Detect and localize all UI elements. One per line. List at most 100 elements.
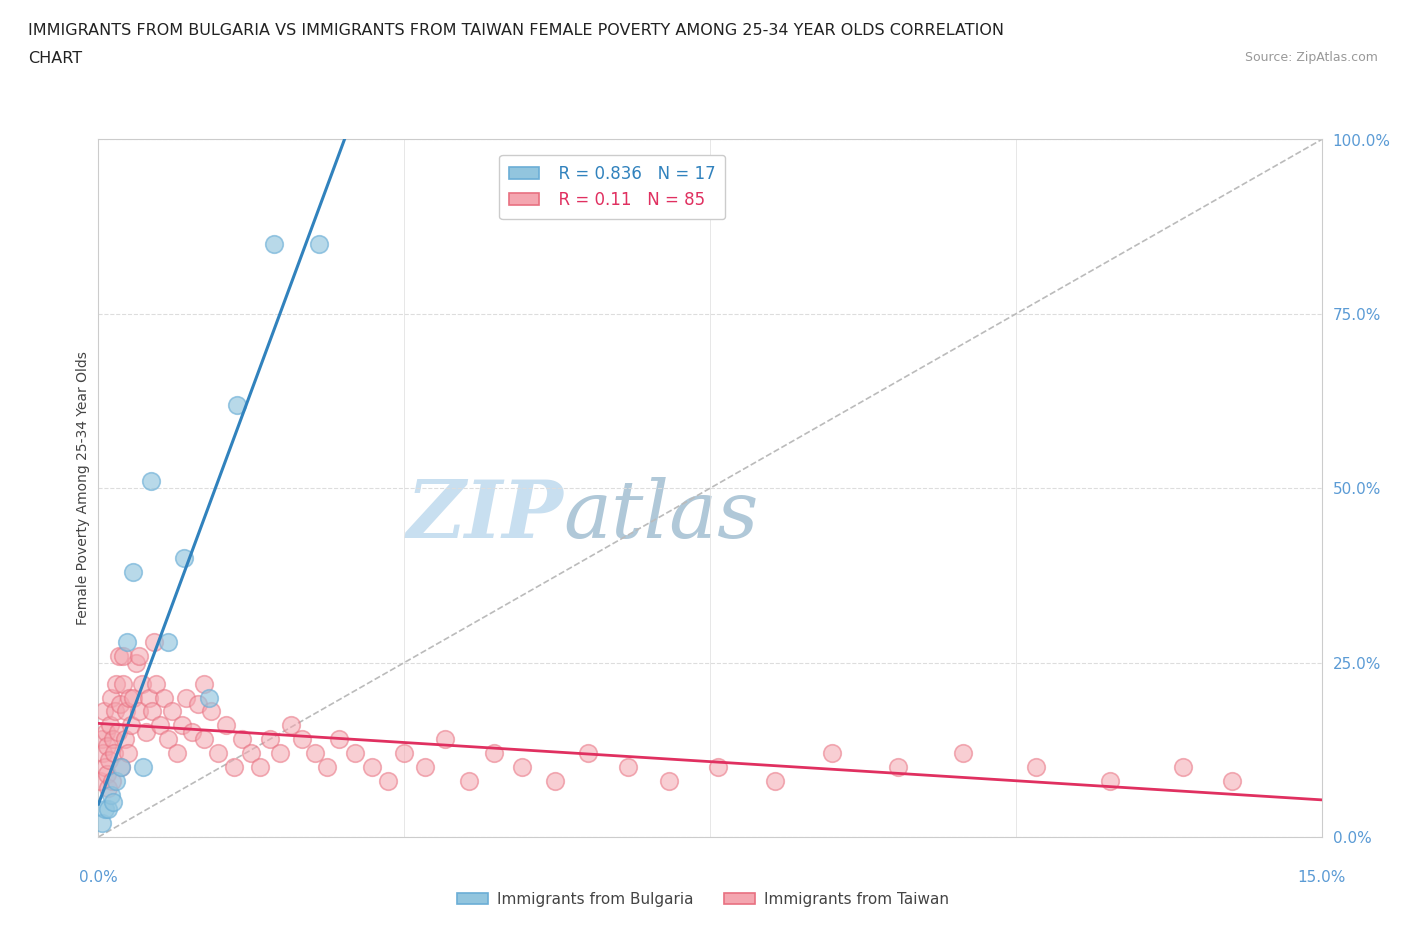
Point <box>135 725 157 740</box>
Text: Source: ZipAtlas.com: Source: ZipAtlas.com <box>1244 51 1378 64</box>
Point <box>142 634 165 649</box>
Point <box>315 760 337 775</box>
Point <box>101 774 124 789</box>
Point <box>707 760 730 775</box>
Point <box>108 648 131 663</box>
Point <box>617 760 640 775</box>
Point <box>110 760 132 775</box>
Point <box>280 718 302 733</box>
Point <box>122 690 145 705</box>
Point <box>118 690 141 705</box>
Point <box>886 760 908 775</box>
Point <box>259 732 281 747</box>
Text: ZIP: ZIP <box>406 477 564 555</box>
Point <box>100 788 122 803</box>
Point <box>110 760 132 775</box>
Point <box>94 725 117 740</box>
Point <box>304 746 326 761</box>
Point <box>111 648 134 663</box>
Point <box>176 690 198 705</box>
Y-axis label: Female Poverty Among 25-34 Year Olds: Female Poverty Among 25-34 Year Olds <box>76 352 90 625</box>
Text: IMMIGRANTS FROM BULGARIA VS IMMIGRANTS FROM TAIWAN FEMALE POVERTY AMONG 25-34 YE: IMMIGRANTS FROM BULGARIA VS IMMIGRANTS F… <box>28 23 1004 38</box>
Point <box>458 774 481 789</box>
Point <box>94 802 117 817</box>
Point <box>207 746 229 761</box>
Point <box>1025 760 1047 775</box>
Point <box>138 690 160 705</box>
Point <box>114 732 136 747</box>
Point <box>91 816 114 830</box>
Text: 15.0%: 15.0% <box>1298 870 1346 884</box>
Point <box>482 746 505 761</box>
Point <box>344 746 367 761</box>
Point <box>98 753 121 768</box>
Text: atlas: atlas <box>564 477 759 555</box>
Point <box>131 676 153 691</box>
Point <box>115 634 138 649</box>
Point <box>89 774 111 789</box>
Point <box>117 746 139 761</box>
Point <box>97 781 120 796</box>
Point <box>1220 774 1243 789</box>
Point <box>170 718 193 733</box>
Point <box>263 237 285 252</box>
Point <box>200 704 222 719</box>
Point <box>128 648 150 663</box>
Point <box>120 718 142 733</box>
Point <box>104 704 127 719</box>
Point <box>141 474 163 489</box>
Point <box>1098 774 1121 789</box>
Point <box>433 732 456 747</box>
Point <box>222 760 245 775</box>
Point <box>96 738 118 753</box>
Point <box>156 732 179 747</box>
Point <box>328 732 350 747</box>
Point <box>100 690 122 705</box>
Point <box>239 746 262 761</box>
Point <box>125 655 148 670</box>
Point <box>145 676 167 691</box>
Point <box>269 746 291 761</box>
Legend: Immigrants from Bulgaria, Immigrants from Taiwan: Immigrants from Bulgaria, Immigrants fro… <box>451 886 955 913</box>
Point <box>360 760 382 775</box>
Point <box>512 760 534 775</box>
Point <box>156 634 179 649</box>
Point <box>93 704 115 719</box>
Point <box>952 746 974 761</box>
Point <box>214 718 236 733</box>
Point <box>197 690 219 705</box>
Point <box>226 397 249 412</box>
Text: CHART: CHART <box>28 51 82 66</box>
Point <box>763 774 786 789</box>
Point <box>291 732 314 747</box>
Point <box>377 774 399 789</box>
Legend:   R = 0.836   N = 17,   R = 0.11   N = 85: R = 0.836 N = 17, R = 0.11 N = 85 <box>499 154 725 219</box>
Point <box>173 551 195 565</box>
Point <box>101 794 124 809</box>
Point <box>392 746 416 761</box>
Point <box>111 676 134 691</box>
Point <box>90 732 112 747</box>
Point <box>141 704 163 719</box>
Point <box>544 774 567 789</box>
Point <box>249 760 271 775</box>
Point <box>576 746 599 761</box>
Point <box>193 676 215 691</box>
Point <box>152 690 174 705</box>
Point <box>821 746 844 761</box>
Point <box>103 746 125 761</box>
Point <box>121 565 143 579</box>
Point <box>105 676 128 691</box>
Point <box>181 725 204 740</box>
Point <box>91 746 114 761</box>
Point <box>1171 760 1194 775</box>
Point <box>98 718 121 733</box>
Point <box>132 760 155 775</box>
Point <box>149 718 172 733</box>
Point <box>97 802 120 817</box>
Point <box>101 732 124 747</box>
Point <box>96 766 118 781</box>
Point <box>160 704 183 719</box>
Point <box>413 760 436 775</box>
Point <box>108 698 131 712</box>
